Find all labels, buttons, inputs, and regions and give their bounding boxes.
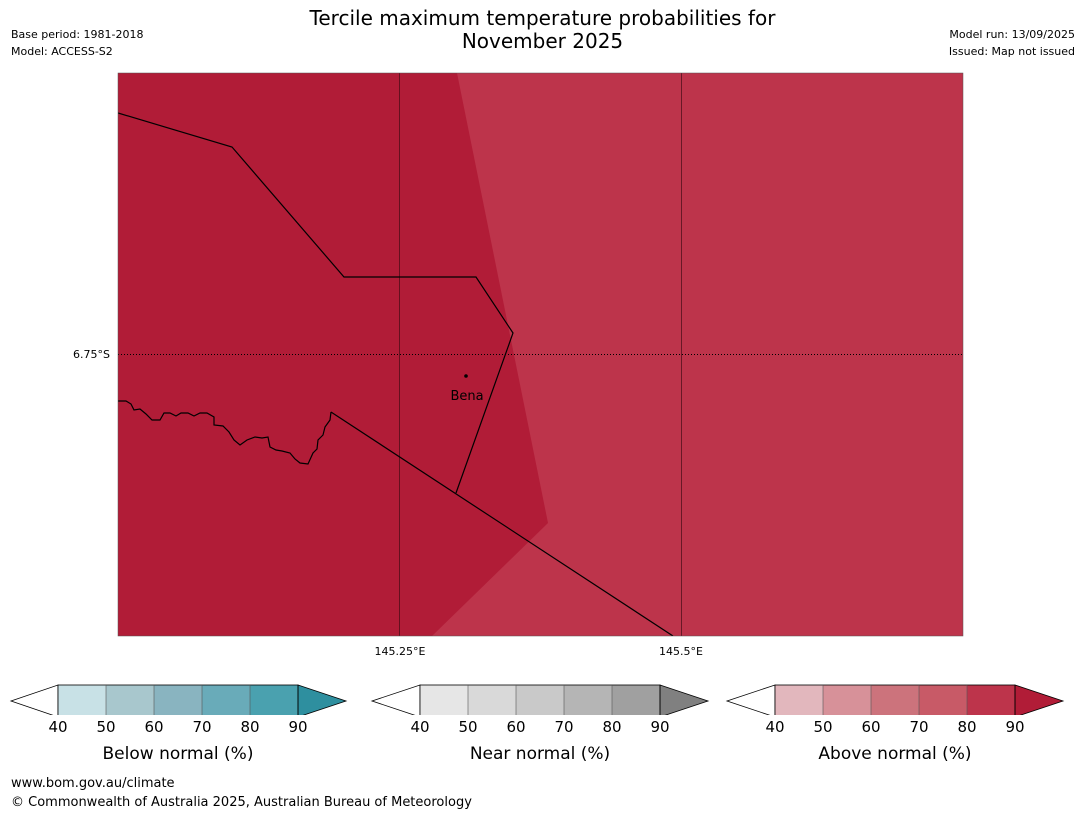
colorbar-above-ticks: 40 50 60 70 80 90: [715, 718, 1075, 738]
lon-label-1: 145.25°E: [375, 645, 426, 658]
cbar-below-seg-1: [58, 685, 106, 715]
colorbar-below-label: Below normal (%): [102, 744, 254, 764]
cbar-below-seg-5: [250, 685, 298, 715]
cbar-below-tick: 80: [240, 718, 260, 736]
place-label: Bena: [450, 389, 483, 404]
cbar-above-tick: 60: [861, 718, 881, 736]
cbar-below-tick: 50: [96, 718, 116, 736]
cbar-below-high-extend: [297, 684, 348, 715]
cbar-near-seg-4: [564, 685, 612, 715]
meta-right: Model run: 13/09/2025 Issued: Map not is…: [949, 26, 1075, 60]
model-name: Model: ACCESS-S2: [11, 45, 113, 58]
place-marker: [464, 374, 468, 378]
region-dark: [118, 73, 548, 636]
cbar-near-seg-3: [516, 685, 564, 715]
model-run: Model run: 13/09/2025: [949, 28, 1075, 41]
cbar-near-seg-1: [420, 685, 468, 715]
base-period: Base period: 1981-2018: [11, 28, 144, 41]
lon-label-2: 145.5°E: [659, 645, 703, 658]
footer-url[interactable]: www.bom.gov.au/climate: [11, 776, 175, 791]
lat-label: 6.75°S: [73, 348, 110, 361]
cbar-near-tick: 60: [506, 718, 526, 736]
cbar-above-tick: 40: [765, 718, 785, 736]
cbar-below-seg-4: [202, 685, 250, 715]
cbar-near-tick: 50: [458, 718, 478, 736]
cbar-above-high-extend: [1014, 684, 1065, 715]
cbar-above-seg-1: [775, 685, 823, 715]
cbar-near-seg-5: [612, 685, 660, 715]
colorbar-below-ticks: 40 50 60 70 80 90: [0, 718, 360, 738]
issued-status: Issued: Map not issued: [948, 45, 1075, 58]
cbar-below-tick: 90: [288, 718, 308, 736]
title-line-2: November 2025: [461, 29, 624, 53]
cbar-near-tick: 70: [554, 718, 574, 736]
cbar-near-tick: 90: [650, 718, 670, 736]
colorbar-near: [370, 684, 710, 715]
cbar-near-tick: 40: [410, 718, 430, 736]
map-frame: [117, 72, 964, 637]
cbar-above-tick: 50: [813, 718, 833, 736]
cbar-below-seg-3: [154, 685, 202, 715]
cbar-above-seg-3: [871, 685, 919, 715]
forecast-map: 6.75°S 145.25°E 145.5°E Bena: [73, 72, 964, 658]
cbar-below-tick: 40: [48, 718, 68, 736]
cbar-above-tick: 90: [1005, 718, 1025, 736]
cbar-above-tick: 80: [957, 718, 977, 736]
boundary-line: [118, 112, 514, 494]
cbar-below-low-extend: [9, 684, 59, 715]
cbar-near-seg-2: [468, 685, 516, 715]
cbar-above-tick: 70: [909, 718, 929, 736]
cbar-near-high-extend: [659, 684, 710, 715]
colorbar-above: [725, 684, 1065, 715]
title-line-1: Tercile maximum temperature probabilitie…: [309, 6, 776, 30]
cbar-above-low-extend: [725, 684, 776, 715]
meta-left: Base period: 1981-2018 Model: ACCESS-S2: [11, 26, 143, 60]
cbar-above-seg-4: [919, 685, 967, 715]
colorbar-below: [9, 684, 348, 715]
cbar-near-low-extend: [370, 684, 421, 715]
cbar-below-tick: 60: [144, 718, 164, 736]
cbar-above-seg-5: [967, 685, 1015, 715]
river-line: [118, 400, 332, 465]
cbar-near-tick: 80: [602, 718, 622, 736]
colorbar-near-ticks: 40 50 60 70 80 90: [360, 718, 720, 738]
cbar-above-seg-2: [823, 685, 871, 715]
cbar-below-tick: 70: [192, 718, 212, 736]
chart-title: Tercile maximum temperature probabilitie…: [0, 7, 1085, 53]
colorbar-near-label: Near normal (%): [469, 744, 611, 764]
footer-copyright: © Commonwealth of Australia 2025, Austra…: [11, 795, 472, 810]
cbar-below-seg-2: [106, 685, 154, 715]
colorbar-above-label: Above normal (%): [818, 744, 972, 764]
boundary-line-south: [330, 411, 674, 636]
